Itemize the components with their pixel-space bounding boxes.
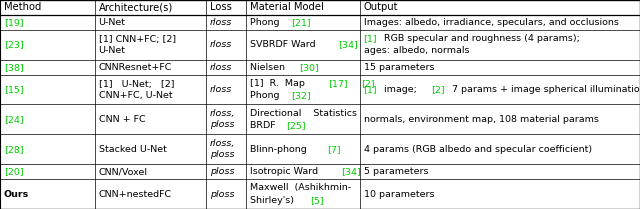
Text: Material Model: Material Model: [250, 3, 323, 13]
Text: image;: image;: [381, 85, 420, 94]
Text: Phong: Phong: [250, 18, 282, 27]
Text: Isotropic Ward: Isotropic Ward: [250, 167, 321, 176]
Text: [15]: [15]: [4, 85, 24, 94]
Text: rloss,
ploss: rloss, ploss: [210, 109, 236, 130]
Text: [20]: [20]: [4, 167, 24, 176]
Text: [19]: [19]: [4, 18, 24, 27]
Text: Images: albedo, irradiance, speculars, and occlusions: Images: albedo, irradiance, speculars, a…: [364, 18, 618, 27]
Text: [21]: [21]: [292, 18, 311, 27]
Text: [1] CNN+FC; [2]
U-Net: [1] CNN+FC; [2] U-Net: [99, 35, 176, 55]
Text: SVBRDF Ward: SVBRDF Ward: [250, 40, 318, 49]
Text: ploss: ploss: [210, 167, 234, 176]
Text: ploss: ploss: [210, 190, 234, 199]
Text: [1]: [1]: [364, 85, 377, 94]
Text: 15 parameters: 15 parameters: [364, 63, 434, 72]
Text: ages: albedo, normals: ages: albedo, normals: [364, 46, 469, 55]
Text: rloss: rloss: [210, 18, 232, 27]
Text: [1]   U-Net;   [2]
CNN+FC, U-Net: [1] U-Net; [2] CNN+FC, U-Net: [99, 79, 174, 100]
Text: Directional    Statistics: Directional Statistics: [250, 109, 356, 118]
Text: 7 params + image spherical illumination: 7 params + image spherical illumination: [449, 85, 640, 94]
Text: rloss: rloss: [210, 40, 232, 49]
Text: [1]  R.  Map: [1] R. Map: [250, 79, 310, 88]
Text: RGB specular and roughness (4 params);: RGB specular and roughness (4 params);: [381, 34, 583, 43]
Text: rloss: rloss: [210, 85, 232, 94]
Text: Method: Method: [4, 3, 41, 13]
Text: CNN + FC: CNN + FC: [99, 115, 145, 124]
Text: 10 parameters: 10 parameters: [364, 190, 434, 199]
Text: Architecture(s): Architecture(s): [99, 3, 173, 13]
Text: [2]: [2]: [361, 79, 375, 88]
Text: CNN+nestedFC: CNN+nestedFC: [99, 190, 172, 199]
Text: Phong: Phong: [250, 91, 282, 100]
Text: [25]: [25]: [287, 121, 306, 130]
Text: Stacked U-Net: Stacked U-Net: [99, 145, 166, 154]
Text: Blinn-phong: Blinn-phong: [250, 145, 309, 154]
Text: [7]: [7]: [326, 145, 340, 154]
Text: BRDF: BRDF: [250, 121, 278, 130]
Text: Output: Output: [364, 3, 398, 13]
Text: [28]: [28]: [4, 145, 24, 154]
Text: 5 parameters: 5 parameters: [364, 167, 428, 176]
Text: rloss: rloss: [210, 63, 232, 72]
Text: U-Net: U-Net: [99, 18, 125, 27]
Text: [1]: [1]: [364, 34, 377, 43]
Text: Nielsen: Nielsen: [250, 63, 287, 72]
Text: Loss: Loss: [210, 3, 232, 13]
Text: [5]: [5]: [310, 196, 324, 205]
Text: CNN/Voxel: CNN/Voxel: [99, 167, 148, 176]
Text: [34]: [34]: [338, 40, 358, 49]
Text: [34]: [34]: [341, 167, 361, 176]
Text: [38]: [38]: [4, 63, 24, 72]
Text: [32]: [32]: [292, 91, 311, 100]
Text: normals, environment map, 108 material params: normals, environment map, 108 material p…: [364, 115, 598, 124]
Text: [2]: [2]: [431, 85, 445, 94]
Text: CNNResnet+FC: CNNResnet+FC: [99, 63, 172, 72]
Text: Maxwell  (Ashikhmin-: Maxwell (Ashikhmin-: [250, 184, 351, 192]
Text: Shirley's): Shirley's): [250, 196, 296, 205]
Text: 4 params (RGB albedo and specular coefficient): 4 params (RGB albedo and specular coeffi…: [364, 145, 591, 154]
Text: [23]: [23]: [4, 40, 24, 49]
Text: [30]: [30]: [299, 63, 318, 72]
Text: Ours: Ours: [4, 190, 29, 199]
Text: [24]: [24]: [4, 115, 24, 124]
Text: rloss,
ploss: rloss, ploss: [210, 139, 236, 159]
Text: [17]: [17]: [328, 79, 348, 88]
